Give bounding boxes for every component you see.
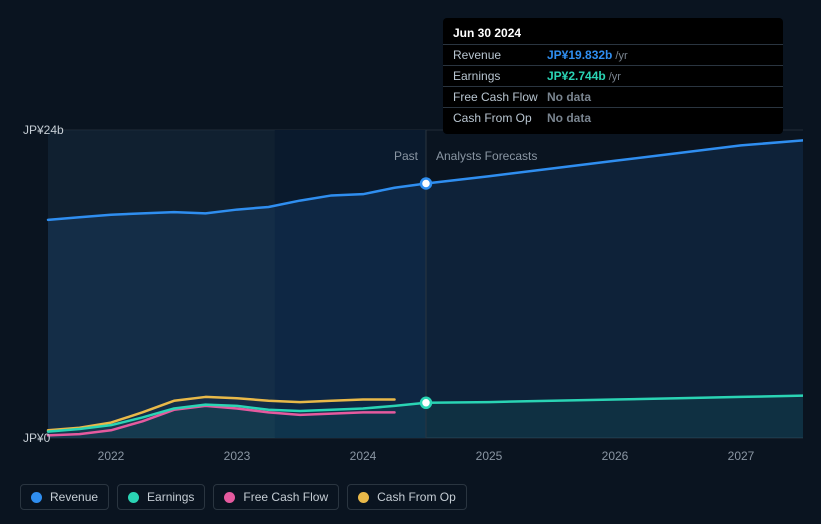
- forecast-label: Analysts Forecasts: [436, 149, 537, 163]
- tooltip-row-label: Earnings: [453, 69, 547, 83]
- tooltip-row-value: JP¥2.744b: [547, 69, 606, 83]
- legend-dot-icon: [358, 492, 369, 503]
- x-tick: 2022: [98, 449, 125, 463]
- legend-item-earnings[interactable]: Earnings: [117, 484, 205, 510]
- tooltip-row: EarningsJP¥2.744b/yr: [443, 65, 783, 86]
- legend-label: Earnings: [147, 490, 194, 504]
- legend-dot-icon: [224, 492, 235, 503]
- legend-dot-icon: [31, 492, 42, 503]
- tooltip-row-value: JP¥19.832b: [547, 48, 612, 62]
- legend-label: Free Cash Flow: [243, 490, 328, 504]
- tooltip-row-label: Free Cash Flow: [453, 90, 547, 104]
- tooltip-row-label: Cash From Op: [453, 111, 547, 125]
- legend-item-revenue[interactable]: Revenue: [20, 484, 109, 510]
- x-tick: 2024: [350, 449, 377, 463]
- chart-tooltip: Jun 30 2024 RevenueJP¥19.832b/yrEarnings…: [443, 18, 783, 134]
- tooltip-date: Jun 30 2024: [443, 24, 783, 44]
- legend: Revenue Earnings Free Cash Flow Cash From O…: [20, 484, 467, 510]
- past-label: Past: [394, 149, 419, 163]
- tooltip-row-suffix: /yr: [609, 71, 621, 83]
- y-axis-top-label: JP¥24b: [23, 123, 64, 137]
- legend-label: Revenue: [50, 490, 98, 504]
- y-axis-bottom-label: JP¥0: [23, 431, 51, 445]
- x-tick: 2025: [476, 449, 503, 463]
- tooltip-row-suffix: /yr: [615, 50, 627, 62]
- x-tick: 2027: [728, 449, 755, 463]
- tooltip-row-label: Revenue: [453, 48, 547, 62]
- tooltip-row: Cash From OpNo data: [443, 107, 783, 128]
- data-marker: [421, 398, 431, 408]
- tooltip-row: Free Cash FlowNo data: [443, 86, 783, 107]
- legend-item-cash-from-op[interactable]: Cash From Op: [347, 484, 467, 510]
- legend-label: Cash From Op: [377, 490, 456, 504]
- tooltip-row: RevenueJP¥19.832b/yr: [443, 44, 783, 65]
- data-marker: [421, 178, 431, 188]
- legend-dot-icon: [128, 492, 139, 503]
- tooltip-row-value: No data: [547, 111, 591, 125]
- x-tick: 2026: [602, 449, 629, 463]
- tooltip-row-value: No data: [547, 90, 591, 104]
- legend-item-free-cash-flow[interactable]: Free Cash Flow: [213, 484, 339, 510]
- x-tick: 2023: [224, 449, 251, 463]
